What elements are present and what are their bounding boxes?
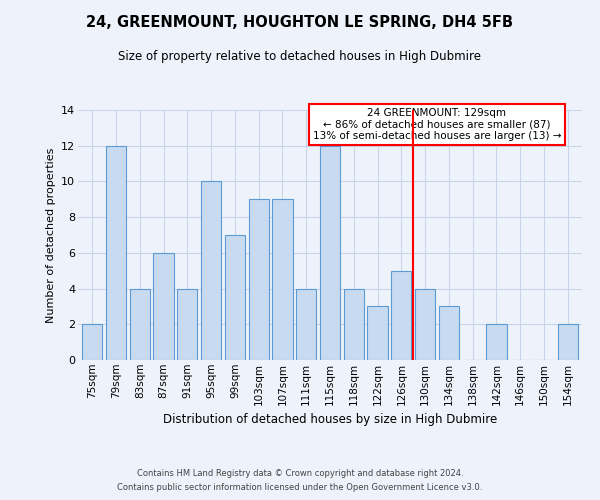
Bar (225, 235, 245, 360)
Bar (248, 200, 269, 360)
Bar (272, 200, 293, 360)
Text: Size of property relative to detached houses in High Dubmire: Size of property relative to detached ho… (119, 50, 482, 63)
Bar (177, 288, 197, 360)
Text: 24, GREENMOUNT, HOUGHTON LE SPRING, DH4 5FB: 24, GREENMOUNT, HOUGHTON LE SPRING, DH4 … (86, 15, 514, 30)
Bar (130, 288, 150, 360)
Bar (201, 182, 221, 360)
Bar (367, 306, 388, 360)
Text: 24 GREENMOUNT: 129sqm
← 86% of detached houses are smaller (87)
13% of semi-deta: 24 GREENMOUNT: 129sqm ← 86% of detached … (313, 108, 561, 141)
Bar (154, 253, 173, 360)
Text: Contains public sector information licensed under the Open Government Licence v3: Contains public sector information licen… (118, 484, 482, 492)
Bar (106, 146, 126, 360)
Bar (320, 146, 340, 360)
X-axis label: Distribution of detached houses by size in High Dubmire: Distribution of detached houses by size … (163, 413, 497, 426)
Bar (344, 288, 364, 360)
Bar (557, 324, 578, 360)
Bar (391, 270, 412, 360)
Bar (82, 324, 103, 360)
Bar (439, 306, 459, 360)
Y-axis label: Number of detached properties: Number of detached properties (46, 148, 56, 322)
Bar (487, 324, 506, 360)
Bar (296, 288, 316, 360)
Text: Contains HM Land Registry data © Crown copyright and database right 2024.: Contains HM Land Registry data © Crown c… (137, 468, 463, 477)
Bar (415, 288, 435, 360)
